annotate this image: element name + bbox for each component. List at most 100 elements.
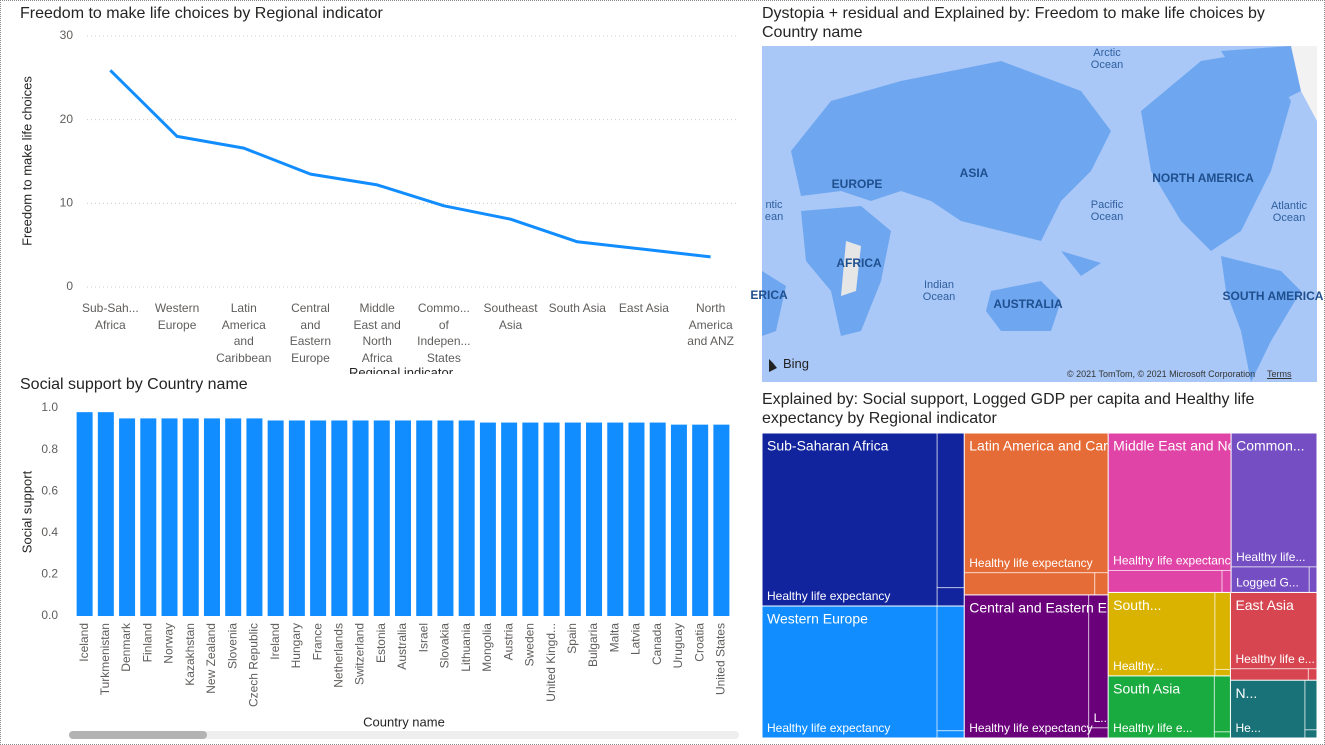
y-tick-label: 0.2 <box>41 567 58 581</box>
bar <box>437 420 454 616</box>
subtile-label: Healthy life e... <box>1235 652 1314 666</box>
x-tick-label: Slovenia <box>225 623 239 669</box>
bar <box>543 422 560 616</box>
x-tick-label: Mongolia <box>480 623 494 672</box>
map-label: ntic ean <box>764 199 784 223</box>
tile-label: Sub-Saharan Africa <box>767 438 889 454</box>
x-tick-label: Slovakia <box>438 623 452 669</box>
bar <box>501 422 518 616</box>
x-tick-label: Hungary <box>289 623 303 668</box>
x-tick-label: South Asia <box>548 301 606 315</box>
bar <box>331 420 348 616</box>
treemap-subtile <box>1304 729 1318 739</box>
x-tick-label: Denmark <box>119 622 133 672</box>
treemap-tile <box>964 594 1109 738</box>
x-tick-label: Middle East and North Africa <box>353 301 401 365</box>
map-label: ASIA <box>959 166 989 180</box>
bar <box>522 422 539 616</box>
treemap-subtile <box>1213 675 1231 733</box>
x-tick-label: Austria <box>501 623 515 661</box>
treemap-tile <box>1231 433 1317 593</box>
bar <box>458 420 475 616</box>
tile-label: Middle East and North Africa <box>1113 438 1291 454</box>
map-label: Atlantic Ocean <box>1270 200 1308 224</box>
treemap-tile <box>762 433 965 607</box>
y-tick-label: 0.8 <box>41 442 58 456</box>
map-label: AUSTRALIA <box>993 297 1063 311</box>
treemap-tile <box>1230 592 1318 681</box>
treemap-tile <box>964 433 1109 595</box>
bar <box>97 412 114 616</box>
x-tick-label: Commo... of Indepen... States <box>417 301 471 365</box>
x-tick-label: Western Europe <box>154 301 200 332</box>
x-tick-label: Uruguay <box>671 623 685 668</box>
treemap-group: Healthy life expectancy Middle East and N… <box>1108 433 1291 593</box>
bar <box>586 422 603 616</box>
treemap-subtile <box>1231 433 1317 568</box>
treemap-subtile <box>762 606 938 738</box>
bar <box>416 420 433 616</box>
bar <box>203 418 220 616</box>
bar <box>607 422 624 616</box>
bar <box>182 418 199 616</box>
x-tick-label: Southeast Asia <box>483 301 538 332</box>
treemap-group: Healthy life expectancy Western Europe <box>762 606 965 738</box>
scrollbar-track[interactable] <box>69 731 739 739</box>
x-tick-label: Central and Eastern Europe <box>289 301 332 365</box>
treemap-tile <box>1108 433 1232 593</box>
treemap-subtile <box>762 433 938 607</box>
x-axis-title: Country name <box>363 714 445 729</box>
treemap-group: Healthy life expectancy Sub-Saharan Afric… <box>762 433 965 607</box>
map-logo: Bing <box>783 356 810 371</box>
bar <box>564 422 581 616</box>
treemap-tile <box>1230 680 1318 739</box>
treemap-tile <box>1108 675 1231 738</box>
treemap-subtile <box>964 594 1090 738</box>
x-tick-label: Israel <box>416 623 430 652</box>
map-label: ERICA <box>750 288 788 302</box>
subtile-label: Healthy life e... <box>1113 721 1192 735</box>
bar <box>76 412 93 616</box>
x-tick-label: Latvia <box>629 623 643 655</box>
map-label: EUROPE <box>831 177 883 191</box>
bar <box>119 418 136 616</box>
subtile-label: Healthy... <box>1113 659 1163 673</box>
y-tick-label: 20 <box>60 112 74 126</box>
line <box>109 69 711 259</box>
map-label: Arctic Ocean <box>1090 47 1124 71</box>
x-tick-label: Netherlands <box>331 623 345 688</box>
x-tick-label: East Asia <box>618 301 669 315</box>
x-tick-label: Malta <box>607 623 621 653</box>
visual-title: Social support by Country name <box>20 376 248 393</box>
treemap-subtile <box>1214 592 1231 670</box>
tile-label: N... <box>1235 685 1257 701</box>
subtile-label: Healthy life expectancy <box>767 589 890 603</box>
x-label-area: Sub-Sah... Africa Western Europe Latin Ame… <box>1 1 761 374</box>
bar <box>352 420 369 616</box>
treemap-group: Healthy life e... South Asia <box>1108 675 1231 738</box>
x-tick-label: Ireland <box>268 623 282 660</box>
treemap-group: He... N... <box>1230 680 1318 739</box>
treemap-subtile <box>1108 433 1232 571</box>
map-label: Indian Ocean <box>922 279 956 303</box>
bar <box>288 420 305 616</box>
map-base <box>762 46 1317 382</box>
x-tick-label: Croatia <box>692 623 706 662</box>
bar <box>628 422 645 616</box>
scrollbar-thumb[interactable] <box>69 731 207 739</box>
treemap-subtile <box>1230 668 1309 681</box>
subtile-label: Healthy life expectancy <box>969 556 1092 570</box>
treemap-subtile <box>1213 731 1231 738</box>
x-axis-title: Regional indicator <box>348 365 454 374</box>
treemap-subtile <box>1108 592 1216 676</box>
map-attribution: © 2021 TomTom, © 2021 Microsoft Corporat… <box>1067 369 1256 379</box>
x-tick-label: Iceland <box>77 623 91 662</box>
tile-label: Latin America and Caribbean <box>969 438 1150 454</box>
map-terms[interactable]: Terms <box>1267 369 1292 379</box>
y-tick-label: 0.6 <box>41 483 58 497</box>
visual-title: Freedom to make life choices by Regional… <box>20 5 383 22</box>
x-tick-label: Latin America and Caribbean <box>216 301 272 365</box>
x-tick-label: Estonia <box>374 623 388 663</box>
y-tick-label: 1.0 <box>41 400 58 414</box>
